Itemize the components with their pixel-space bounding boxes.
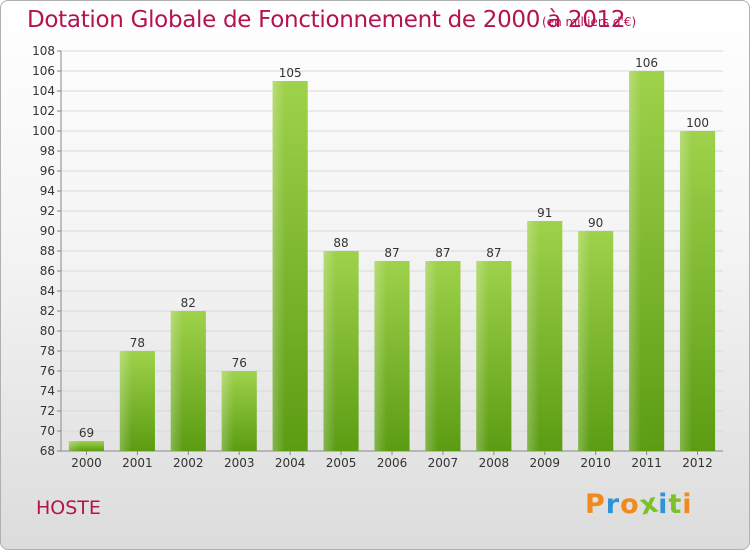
x-tick-label: 2011 — [631, 456, 662, 470]
data-label: 69 — [79, 426, 94, 440]
bars — [68, 71, 716, 451]
proxiti-logo[interactable]: Proxiti — [585, 487, 693, 521]
y-tick-label: 86 — [40, 264, 55, 278]
x-tick-label: 2005 — [326, 456, 357, 470]
x-tick-label: 2007 — [428, 456, 459, 470]
y-tick-label: 68 — [40, 444, 55, 458]
data-label: 76 — [232, 356, 247, 370]
y-tick-label: 78 — [40, 344, 55, 358]
y-tick-label: 70 — [40, 424, 55, 438]
data-label: 82 — [181, 296, 196, 310]
y-tick-label: 76 — [40, 364, 55, 378]
chart-title: Dotation Globale de Fonctionnement de 20… — [27, 7, 626, 33]
bar-highlight — [425, 261, 438, 451]
y-tick-label: 82 — [40, 304, 55, 318]
data-label: 87 — [486, 246, 501, 260]
bar — [68, 441, 105, 451]
y-tick-label: 96 — [40, 164, 55, 178]
bar-highlight — [629, 71, 642, 451]
data-label: 88 — [333, 236, 348, 250]
data-label: 87 — [384, 246, 399, 260]
y-tick-label: 92 — [40, 204, 55, 218]
bar-highlight — [476, 261, 489, 451]
data-label: 87 — [435, 246, 450, 260]
data-label: 91 — [537, 206, 552, 220]
x-tick-label: 2000 — [71, 456, 102, 470]
bar-highlight — [221, 371, 234, 451]
y-tick-label: 72 — [40, 404, 55, 418]
logo-letter: i — [682, 489, 693, 520]
logo-letter: t — [668, 489, 683, 520]
bar-highlight — [374, 261, 387, 451]
y-tick-label: 90 — [40, 224, 55, 238]
bar-highlight — [323, 251, 336, 451]
y-tick-label: 84 — [40, 284, 55, 298]
x-tick-label: 2003 — [224, 456, 255, 470]
y-tick-label: 104 — [32, 84, 55, 98]
data-label: 78 — [130, 336, 145, 350]
y-tick-label: 100 — [32, 124, 55, 138]
commune-name: HOSTE — [36, 497, 101, 519]
y-tick-label: 106 — [32, 64, 55, 78]
bar-highlight — [272, 81, 285, 451]
logo-letter: o — [620, 489, 640, 520]
bar-highlight — [68, 441, 82, 451]
labels: 69 78 82 76 105 88 87 87 87 91 90 106 100 — [79, 56, 709, 440]
y-tick-label: 88 — [40, 244, 55, 258]
y-tick-label: 74 — [40, 384, 55, 398]
x-tick-label: 2002 — [173, 456, 204, 470]
bar-highlight — [119, 351, 133, 451]
data-label: 105 — [279, 66, 302, 80]
y-tick-label: 102 — [32, 104, 55, 118]
bar-highlight — [170, 311, 184, 451]
x-tick-label: 2006 — [377, 456, 408, 470]
y-tick-label: 80 — [40, 324, 55, 338]
y-tick-label: 108 — [32, 44, 55, 58]
x-tick-label: 2001 — [122, 456, 153, 470]
bar-highlight — [578, 231, 591, 451]
x-tick-label: 2004 — [275, 456, 306, 470]
x-tick-label: 2012 — [682, 456, 713, 470]
x-tick-label: 2008 — [479, 456, 510, 470]
bar-highlight — [679, 131, 693, 451]
logo-letter: r — [605, 489, 621, 520]
y-tick-label: 98 — [40, 144, 55, 158]
logo-letter: i — [658, 489, 669, 520]
x-tick-label: 2010 — [580, 456, 611, 470]
logo-letter: P — [585, 489, 606, 520]
bar-highlight — [527, 221, 540, 451]
x-tick-label: 2009 — [529, 456, 560, 470]
data-label: 106 — [635, 56, 658, 70]
y-tick-label: 94 — [40, 184, 55, 198]
data-label: 100 — [686, 116, 709, 130]
unit-note: (en milliers d'€) — [542, 15, 637, 29]
data-label: 90 — [588, 216, 603, 230]
